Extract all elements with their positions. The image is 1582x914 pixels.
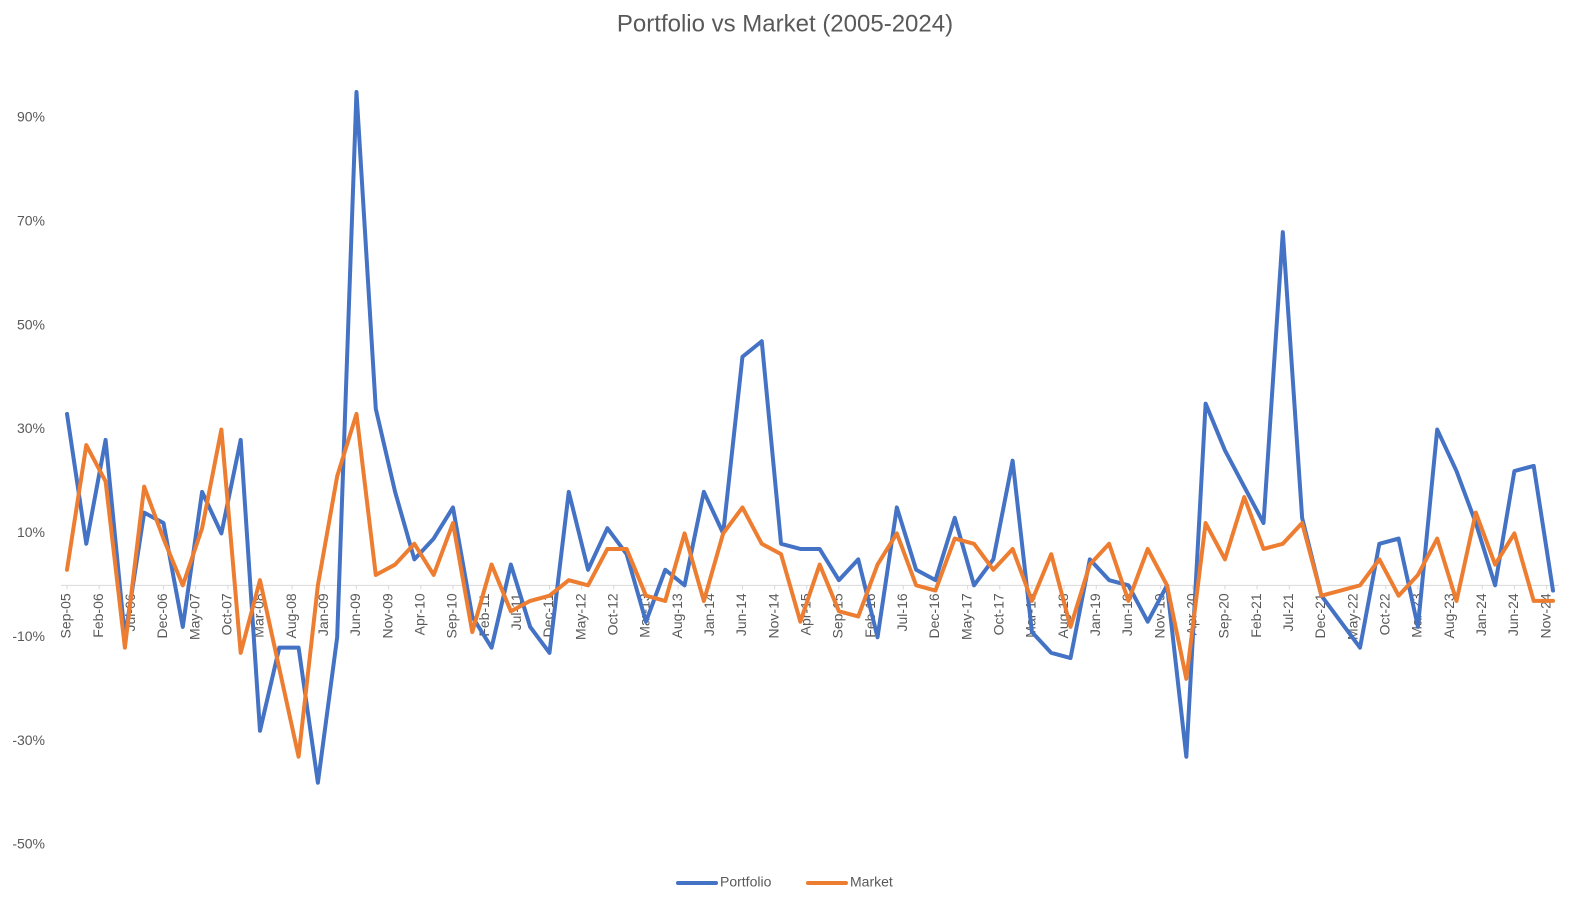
- x-tick-label: Feb-06: [90, 593, 106, 638]
- x-tick-label: May-17: [958, 593, 974, 640]
- x-tick-label: Jan-24: [1473, 593, 1489, 636]
- x-tick-label: May-07: [186, 593, 202, 640]
- x-tick-label: Nov-09: [379, 593, 395, 638]
- x-tick-label: Sep-15: [830, 593, 846, 638]
- x-tick-label: Jun-09: [347, 593, 363, 636]
- y-tick-label: 10%: [17, 524, 45, 540]
- x-tick-label: Feb-21: [1248, 593, 1264, 638]
- x-tick-label: Aug-23: [1441, 593, 1457, 638]
- x-tick-label: Oct-12: [604, 593, 620, 635]
- x-tick-label: Aug-18: [1055, 593, 1071, 638]
- x-tick-label: Nov-14: [765, 593, 781, 638]
- y-tick-label: -30%: [12, 732, 45, 748]
- y-tick-label: 30%: [17, 420, 45, 436]
- y-tick-label: 50%: [17, 316, 45, 332]
- legend-label: Market: [850, 874, 893, 890]
- x-tick-label: Jun-24: [1505, 593, 1521, 636]
- x-tick-label: Apr-10: [412, 593, 428, 635]
- y-tick-label: 90%: [17, 109, 45, 125]
- x-tick-label: Jun-19: [1119, 593, 1135, 636]
- x-tick-label: Nov-24: [1537, 593, 1553, 638]
- y-tick-label: -10%: [12, 628, 45, 644]
- x-tick-label: Dec-21: [1312, 593, 1328, 638]
- x-tick-label: Jul-16: [894, 593, 910, 631]
- x-tick-label: Sep-20: [1216, 593, 1232, 638]
- y-tick-label: 70%: [17, 213, 45, 229]
- x-tick-label: Aug-08: [283, 593, 299, 638]
- x-tick-label: Jan-19: [1087, 593, 1103, 636]
- x-tick-label: Sep-10: [444, 593, 460, 638]
- x-tick-label: Jan-14: [701, 593, 717, 636]
- x-tick-label: Sep-05: [58, 593, 74, 638]
- x-tick-label: May-22: [1344, 593, 1360, 640]
- x-tick-label: Aug-13: [669, 593, 685, 638]
- x-tick-label: Apr-15: [797, 593, 813, 635]
- legend-label: Portfolio: [720, 874, 772, 890]
- x-tick-label: Jul-11: [508, 593, 524, 630]
- x-tick-label: Oct-22: [1376, 593, 1392, 635]
- x-tick-label: Jan-09: [315, 593, 331, 636]
- x-tick-label: Jun-14: [733, 593, 749, 636]
- x-tick-label: Dec-16: [926, 593, 942, 638]
- x-tick-label: May-12: [572, 593, 588, 640]
- x-tick-label: Oct-17: [990, 593, 1006, 635]
- series-line: [65, 411, 1555, 759]
- x-tick-label: Jul-21: [1280, 593, 1296, 631]
- y-tick-label: -50%: [12, 836, 45, 852]
- x-tick-label: Oct-07: [219, 593, 235, 635]
- x-tick-label: Dec-06: [154, 593, 170, 638]
- chart-title: Portfolio vs Market (2005-2024): [617, 10, 953, 37]
